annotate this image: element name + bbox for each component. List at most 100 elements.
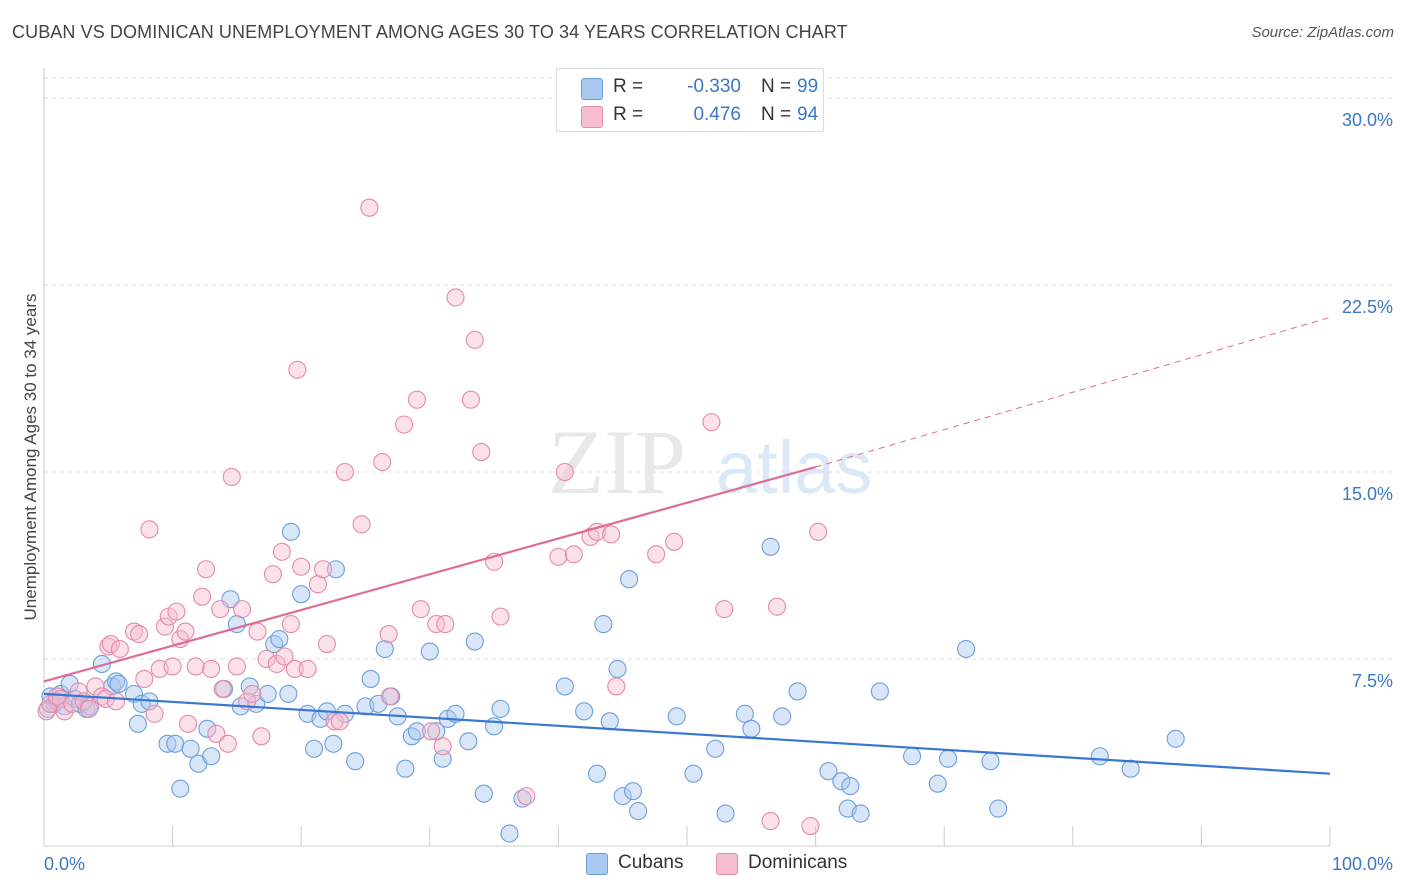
cuban-point (433, 749, 452, 768)
cuban-point (279, 684, 298, 703)
dominican-point (809, 522, 828, 541)
dominicans-trend-line (43, 465, 816, 683)
cuban-point (375, 639, 394, 659)
dominican-point (101, 634, 120, 654)
dominican-point (110, 639, 129, 659)
cuban-point (240, 677, 259, 696)
x-tick-label: 100.0% (1332, 854, 1393, 874)
cuban-point (324, 734, 343, 753)
dominican-point (317, 634, 336, 654)
dominican-point (702, 413, 721, 432)
axes (43, 68, 1331, 847)
grid (44, 77, 1394, 660)
legend-r-value: 0.476 (693, 104, 741, 125)
dominican-point (263, 565, 282, 584)
dominican-point (135, 669, 154, 688)
cuban-point (716, 804, 735, 823)
dominican-point (232, 600, 252, 619)
cuban-point (735, 704, 754, 723)
cuban-point (851, 804, 870, 823)
cuban-point (706, 739, 725, 758)
dominican-point (446, 288, 465, 307)
cuban-point (600, 712, 619, 731)
legend-swatch-dominicans (581, 106, 603, 128)
dominican-point (227, 657, 246, 676)
cuban-point (465, 632, 484, 651)
dominican-point (436, 615, 455, 634)
cuban-point (109, 674, 128, 693)
dominican-point (491, 607, 510, 626)
cuban-point (158, 734, 177, 753)
dominican-point (243, 684, 262, 703)
y-tick-label: 7.5% (1352, 671, 1393, 691)
dominican-point (352, 515, 371, 534)
dominican-point (248, 622, 267, 641)
cuban-point (1090, 747, 1109, 766)
cuban-point (555, 677, 574, 696)
cubans-trend-line (43, 692, 1331, 775)
y-tick-labels: 7.5% 15.0% 22.5% 30.0% (1342, 110, 1393, 691)
cuban-point (491, 699, 510, 718)
dominican-point (281, 615, 300, 634)
dominican-point (86, 677, 105, 696)
cuban-point (684, 764, 703, 783)
dominican-point (193, 587, 212, 606)
cuban-point (265, 634, 284, 654)
dominican-point (196, 560, 216, 579)
cuban-point (773, 707, 792, 726)
bottom-legend-label-dominicans: Dominicans (748, 852, 848, 873)
bottom-legend-swatch-dominicans (716, 853, 738, 875)
dominican-point (360, 198, 379, 217)
dominican-point (665, 532, 684, 551)
y-tick-label: 22.5% (1342, 297, 1393, 317)
dominican-point (288, 360, 307, 379)
dominican-point (79, 699, 99, 718)
dominican-point (202, 659, 221, 679)
cuban-point (459, 732, 478, 751)
dominican-point (407, 390, 426, 409)
cuban-point (629, 802, 648, 821)
dominican-point (272, 542, 291, 561)
cuban-point (270, 630, 289, 649)
cuban-point (761, 537, 780, 556)
cuban-point (981, 752, 1000, 771)
dominican-point (124, 622, 144, 641)
dominicans-trend-extension (815, 316, 1331, 468)
dominican-point (564, 545, 583, 564)
x-tick-labels: 0.0% 100.0% (44, 854, 1393, 874)
cuban-point (623, 782, 643, 801)
dominican-point (213, 679, 232, 698)
dominican-point (167, 602, 186, 621)
legend-n-label: N = (761, 104, 792, 125)
dominican-point (801, 817, 820, 836)
dominican-point (335, 462, 354, 482)
cuban-point (928, 774, 947, 793)
dominican-point (145, 704, 164, 723)
watermark: ZIP atlas (548, 411, 872, 513)
x-tick-label: 0.0% (44, 854, 85, 874)
cuban-point (957, 639, 976, 659)
cuban-point (1166, 729, 1185, 748)
dominican-point (275, 647, 294, 666)
dominican-point (465, 330, 484, 349)
dominican-point (140, 520, 159, 539)
dominican-point (186, 657, 205, 676)
dominican-point (433, 737, 452, 756)
series-dominicans (37, 198, 828, 836)
dominican-point (395, 415, 414, 434)
y-axis-label: Unemployment Among Ages 30 to 34 years (21, 294, 40, 621)
dominican-point (411, 600, 430, 619)
dominican-point (211, 600, 230, 619)
cuban-point (1121, 759, 1140, 778)
dominican-point (715, 600, 734, 619)
cuban-point (594, 615, 613, 634)
cuban-point (613, 787, 632, 806)
cuban-point (128, 714, 147, 733)
cuban-point (326, 560, 345, 579)
dominican-point (99, 637, 118, 656)
legend-n-label: N = (761, 76, 792, 97)
cuban-point (202, 747, 221, 766)
cuban-point (474, 784, 493, 803)
y-tick-label: 15.0% (1342, 484, 1393, 504)
